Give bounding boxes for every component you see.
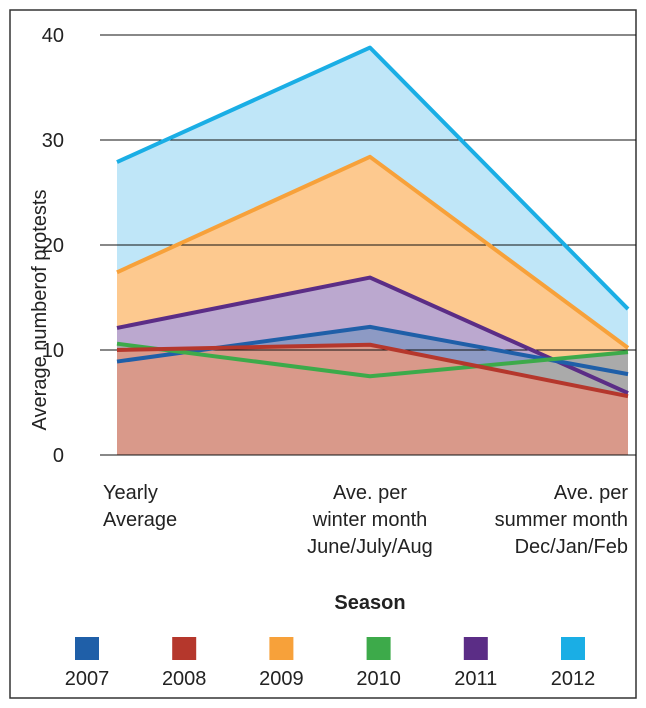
x-tick-label: Ave. per summer month Dec/Jan/Feb — [494, 482, 628, 558]
line — [116, 342, 629, 399]
y-tick-label: 10 — [42, 340, 64, 362]
y-tick-label: 30 — [42, 130, 64, 152]
x-tick-label: Yearly Average — [103, 482, 178, 531]
legend-label: 2011 — [454, 668, 497, 690]
y-tick-label: 0 — [53, 445, 64, 467]
legend-label: 2012 — [551, 668, 596, 690]
x-tick-label: Ave. per winter month June/July/Aug — [307, 482, 433, 558]
legend-label: 2007 — [65, 668, 110, 690]
legend-swatch — [366, 637, 391, 660]
legend-label: 2010 — [356, 668, 401, 690]
y-axis-label: Average numberof protests — [29, 190, 51, 431]
line — [116, 154, 630, 350]
frame — [9, 9, 637, 699]
legend-swatch — [561, 637, 585, 660]
y-tick-label: 20 — [42, 235, 64, 257]
legend-label: 2009 — [259, 668, 304, 690]
x-axis-label: Season — [334, 592, 405, 614]
legend-swatch — [463, 637, 488, 660]
line — [116, 275, 629, 395]
legend-label: 2008 — [162, 668, 207, 690]
legend-swatch — [269, 637, 294, 660]
line — [116, 341, 629, 379]
legend-swatch — [75, 637, 99, 660]
line — [116, 45, 630, 311]
legend-swatch — [172, 637, 197, 660]
y-tick-label: 40 — [42, 25, 64, 47]
